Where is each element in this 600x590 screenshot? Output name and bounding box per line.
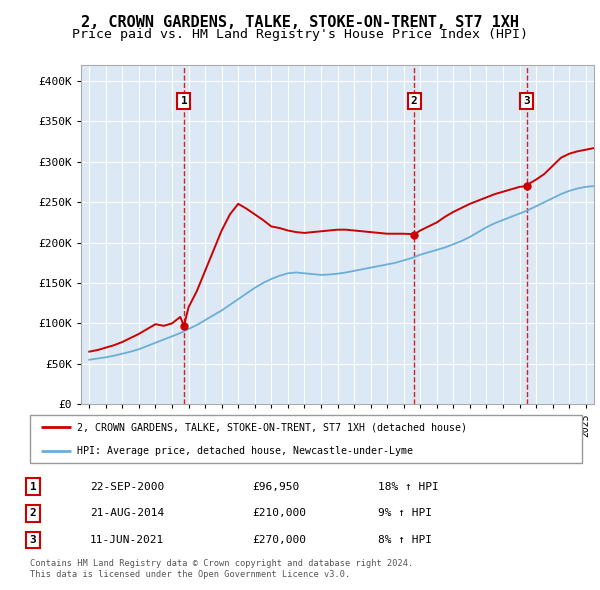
Text: £270,000: £270,000 bbox=[252, 535, 306, 545]
Text: 8% ↑ HPI: 8% ↑ HPI bbox=[378, 535, 432, 545]
Text: 18% ↑ HPI: 18% ↑ HPI bbox=[378, 482, 439, 491]
Text: This data is licensed under the Open Government Licence v3.0.: This data is licensed under the Open Gov… bbox=[30, 571, 350, 579]
Text: 2, CROWN GARDENS, TALKE, STOKE-ON-TRENT, ST7 1XH (detached house): 2, CROWN GARDENS, TALKE, STOKE-ON-TRENT,… bbox=[77, 422, 467, 432]
Text: Contains HM Land Registry data © Crown copyright and database right 2024.: Contains HM Land Registry data © Crown c… bbox=[30, 559, 413, 568]
Text: 2: 2 bbox=[411, 96, 418, 106]
Text: £96,950: £96,950 bbox=[252, 482, 299, 491]
Text: 1: 1 bbox=[181, 96, 187, 106]
Text: 11-JUN-2021: 11-JUN-2021 bbox=[90, 535, 164, 545]
Text: 9% ↑ HPI: 9% ↑ HPI bbox=[378, 509, 432, 518]
Text: 3: 3 bbox=[524, 96, 530, 106]
Text: £210,000: £210,000 bbox=[252, 509, 306, 518]
Text: 2, CROWN GARDENS, TALKE, STOKE-ON-TRENT, ST7 1XH: 2, CROWN GARDENS, TALKE, STOKE-ON-TRENT,… bbox=[81, 15, 519, 30]
FancyBboxPatch shape bbox=[30, 415, 582, 463]
Text: 21-AUG-2014: 21-AUG-2014 bbox=[90, 509, 164, 518]
Text: 22-SEP-2000: 22-SEP-2000 bbox=[90, 482, 164, 491]
Text: 1: 1 bbox=[29, 482, 37, 491]
Text: HPI: Average price, detached house, Newcastle-under-Lyme: HPI: Average price, detached house, Newc… bbox=[77, 445, 413, 455]
Text: Price paid vs. HM Land Registry's House Price Index (HPI): Price paid vs. HM Land Registry's House … bbox=[72, 28, 528, 41]
Text: 3: 3 bbox=[29, 535, 37, 545]
Text: 2: 2 bbox=[29, 509, 37, 518]
